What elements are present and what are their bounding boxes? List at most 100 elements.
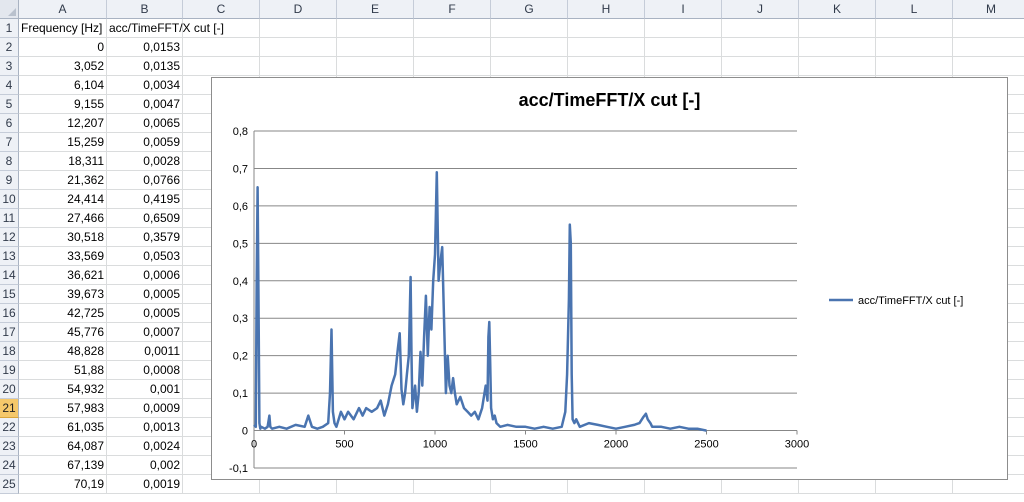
row-header-25[interactable]: 25 [0, 475, 19, 494]
cell-l25[interactable] [876, 475, 953, 494]
cell-i3[interactable] [645, 57, 722, 76]
cell-l3[interactable] [876, 57, 953, 76]
cell-h1[interactable] [568, 19, 645, 38]
cell-i2[interactable] [645, 38, 722, 57]
cell-d3[interactable] [260, 57, 337, 76]
row-header-14[interactable]: 14 [0, 266, 19, 285]
cell-b19[interactable]: 0,0008 [107, 361, 183, 380]
row-header-15[interactable]: 15 [0, 285, 19, 304]
cell-a8[interactable]: 18,311 [19, 152, 107, 171]
cell-m2[interactable] [953, 38, 1024, 57]
column-header-c[interactable]: C [183, 0, 260, 19]
row-header-10[interactable]: 10 [0, 190, 19, 209]
row-header-5[interactable]: 5 [0, 95, 19, 114]
cell-a16[interactable]: 42,725 [19, 304, 107, 323]
column-header-a[interactable]: A [19, 0, 107, 19]
row-header-13[interactable]: 13 [0, 247, 19, 266]
cell-b24[interactable]: 0,002 [107, 456, 183, 475]
cell-a25[interactable]: 70,19 [19, 475, 107, 494]
cell-a11[interactable]: 27,466 [19, 209, 107, 228]
select-all-corner[interactable] [0, 0, 19, 19]
cell-a15[interactable]: 39,673 [19, 285, 107, 304]
cell-b3[interactable]: 0,0135 [107, 57, 183, 76]
cell-c2[interactable] [183, 38, 260, 57]
cell-b13[interactable]: 0,0503 [107, 247, 183, 266]
cell-a1[interactable]: Frequency [Hz] [19, 19, 107, 38]
cell-b15[interactable]: 0,0005 [107, 285, 183, 304]
cell-g3[interactable] [491, 57, 568, 76]
row-header-17[interactable]: 17 [0, 323, 19, 342]
column-header-g[interactable]: G [491, 0, 568, 19]
cell-a5[interactable]: 9,155 [19, 95, 107, 114]
cell-a13[interactable]: 33,569 [19, 247, 107, 266]
cell-b20[interactable]: 0,001 [107, 380, 183, 399]
column-header-j[interactable]: J [722, 0, 799, 19]
column-header-h[interactable]: H [568, 0, 645, 19]
row-header-3[interactable]: 3 [0, 57, 19, 76]
cell-h3[interactable] [568, 57, 645, 76]
row-header-22[interactable]: 22 [0, 418, 19, 437]
cell-i1[interactable] [645, 19, 722, 38]
cell-l2[interactable] [876, 38, 953, 57]
cell-m3[interactable] [953, 57, 1024, 76]
cell-a19[interactable]: 51,88 [19, 361, 107, 380]
cell-k2[interactable] [799, 38, 876, 57]
cell-b6[interactable]: 0,0065 [107, 114, 183, 133]
column-header-k[interactable]: K [799, 0, 876, 19]
row-header-1[interactable]: 1 [0, 19, 19, 38]
cell-f3[interactable] [414, 57, 491, 76]
cell-g2[interactable] [491, 38, 568, 57]
chart-object[interactable]: acc/TimeFFT/X cut [-] -0,1 0 0,1 0,2 0,3 0,4 0… [211, 77, 1008, 480]
row-header-18[interactable]: 18 [0, 342, 19, 361]
column-header-e[interactable]: E [337, 0, 414, 19]
row-header-21[interactable]: 21 [0, 399, 19, 418]
cell-a17[interactable]: 45,776 [19, 323, 107, 342]
cell-d1[interactable] [260, 19, 337, 38]
row-header-8[interactable]: 8 [0, 152, 19, 171]
row-header-20[interactable]: 20 [0, 380, 19, 399]
cell-a24[interactable]: 67,139 [19, 456, 107, 475]
cell-a6[interactable]: 12,207 [19, 114, 107, 133]
cell-a4[interactable]: 6,104 [19, 76, 107, 95]
cell-a10[interactable]: 24,414 [19, 190, 107, 209]
cell-b17[interactable]: 0,0007 [107, 323, 183, 342]
cell-a12[interactable]: 30,518 [19, 228, 107, 247]
cell-k25[interactable] [799, 475, 876, 494]
cell-a7[interactable]: 15,259 [19, 133, 107, 152]
cell-h25[interactable] [568, 475, 645, 494]
row-header-6[interactable]: 6 [0, 114, 19, 133]
cell-h2[interactable] [568, 38, 645, 57]
row-header-23[interactable]: 23 [0, 437, 19, 456]
cell-b14[interactable]: 0,0006 [107, 266, 183, 285]
row-header-4[interactable]: 4 [0, 76, 19, 95]
cell-b23[interactable]: 0,0024 [107, 437, 183, 456]
cell-c1[interactable] [183, 19, 260, 38]
column-header-b[interactable]: B [107, 0, 183, 19]
cell-b11[interactable]: 0,6509 [107, 209, 183, 228]
cell-b4[interactable]: 0,0034 [107, 76, 183, 95]
cell-m25[interactable] [953, 475, 1024, 494]
cell-a22[interactable]: 61,035 [19, 418, 107, 437]
row-header-12[interactable]: 12 [0, 228, 19, 247]
column-header-l[interactable]: L [876, 0, 953, 19]
cell-a18[interactable]: 48,828 [19, 342, 107, 361]
column-header-m[interactable]: M [953, 0, 1024, 19]
cell-b2[interactable]: 0,0153 [107, 38, 183, 57]
cell-b18[interactable]: 0,0011 [107, 342, 183, 361]
cell-a14[interactable]: 36,621 [19, 266, 107, 285]
cell-e1[interactable] [337, 19, 414, 38]
cell-b7[interactable]: 0,0059 [107, 133, 183, 152]
cell-e3[interactable] [337, 57, 414, 76]
row-header-16[interactable]: 16 [0, 304, 19, 323]
row-header-2[interactable]: 2 [0, 38, 19, 57]
cell-b12[interactable]: 0,3579 [107, 228, 183, 247]
row-header-24[interactable]: 24 [0, 456, 19, 475]
cell-d25[interactable] [260, 475, 337, 494]
cell-c25[interactable] [183, 475, 260, 494]
cell-j25[interactable] [722, 475, 799, 494]
cell-d2[interactable] [260, 38, 337, 57]
cell-f25[interactable] [414, 475, 491, 494]
cell-j3[interactable] [722, 57, 799, 76]
cell-a21[interactable]: 57,983 [19, 399, 107, 418]
cell-b21[interactable]: 0,0009 [107, 399, 183, 418]
